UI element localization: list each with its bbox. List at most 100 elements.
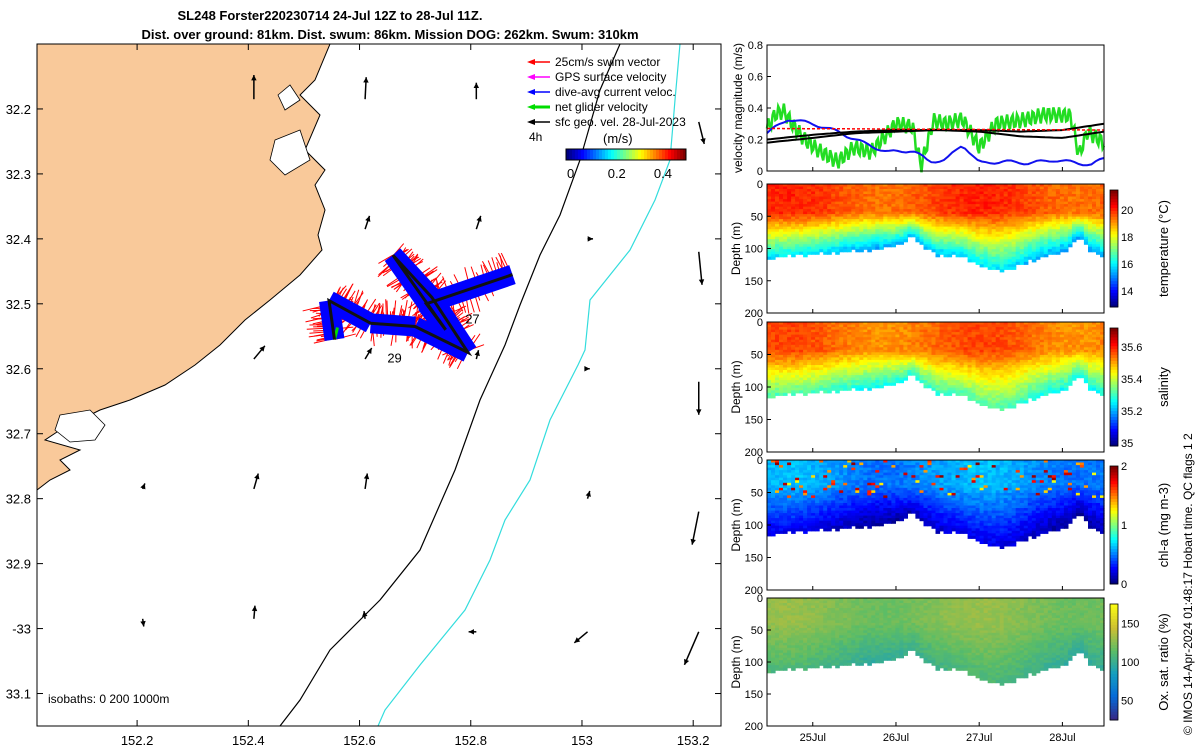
section-cell [895,241,900,245]
section-cell [787,251,792,255]
section-colorbar-segment [1110,277,1118,282]
section-cell [991,266,997,270]
section-colorbar-segment [1110,198,1118,203]
section-cell [919,241,925,245]
section-cell [875,246,880,250]
section-cell [1027,395,1033,399]
section-cell [883,244,888,248]
section-colorbar-segment [1110,225,1118,229]
section-cell [963,392,969,396]
section-colorbar-label: temperature (°C) [1156,200,1171,297]
section-cell [943,254,949,258]
section-colorbar-segment [1110,195,1118,200]
section-cell [1031,397,1037,401]
section-cell [811,390,816,394]
section-cell [911,234,916,238]
section-cell [823,251,828,255]
section-colorbar-segment [1110,280,1118,285]
section-cell [823,390,828,394]
section-cell [779,254,784,258]
section-cell [799,390,804,394]
section-cell [843,387,848,391]
section-cell [939,390,945,394]
velocity-y-tick-label: 0 [757,166,763,178]
section-cell [835,251,840,255]
section-cell [851,385,856,389]
section-cell [963,254,969,258]
section-cell [847,387,852,391]
section-colorbar-segment [1110,263,1118,267]
section-cell [995,405,1001,409]
section-cell [795,251,800,255]
section-cell [1096,251,1101,255]
section-colorbar-tick-label: 18 [1121,232,1133,244]
section-cell [1043,392,1049,396]
section-cell [791,392,796,396]
section-cell [803,392,808,396]
section-cell [807,390,812,394]
section-cell [831,387,836,391]
section-cell [959,254,965,258]
section-cell [1075,236,1081,240]
section-y-tick-label: 50 [751,211,763,223]
section-colorbar-segment [1110,292,1118,296]
coastline-land [37,44,331,491]
section-cell [867,249,872,253]
section-cell [899,380,904,384]
section-y-label: Depth (m) [729,222,743,275]
section-cell [827,390,832,394]
section-colorbar-segment [1110,271,1118,276]
section-cell [979,264,985,268]
section-cell [1067,244,1073,248]
section-cell [767,395,772,399]
section-colorbar-segment [1110,266,1118,270]
section-colorbar-segment [1110,274,1118,279]
section-cell [855,249,860,253]
section-cell [903,239,908,243]
section-cell [947,254,953,258]
section-cell [895,380,900,384]
section-cell [1003,266,1009,270]
section-cell [987,266,993,270]
section-cell [967,259,973,263]
section-colorbar-segment [1110,219,1118,223]
section-cell [1019,261,1025,265]
section-cell [931,387,937,391]
section-cell [915,377,920,381]
section-colorbar-segment [1110,216,1118,220]
section-colorbar-segment [1110,254,1118,258]
section-cell [923,246,929,250]
section-cell [1092,249,1097,253]
section-cell [951,390,957,394]
section-cell [859,387,864,391]
section-cell [875,385,880,389]
section-colorbar-segment [1110,192,1118,197]
section-y-tick-label: 150 [745,276,763,288]
section-cell [1003,405,1009,409]
section-cell [1023,400,1029,404]
section-cell [1059,249,1065,253]
section-cell [1007,405,1013,409]
section-cell [959,392,965,396]
section-cell [1063,249,1069,253]
section-cell [1015,261,1021,265]
section-cell [1047,390,1053,394]
section-cell [783,254,788,258]
section-cell [863,385,868,389]
section-cell [1079,236,1085,240]
section-colorbar-segment [1110,233,1118,238]
section-cell [999,269,1005,273]
section-colorbar-segment [1110,236,1118,241]
section-cell [1051,251,1057,255]
section-colorbar-segment [1110,210,1118,214]
section-cell [839,249,844,253]
velocity-y-tick-label: 0.8 [748,40,763,52]
section-cell [891,244,896,248]
section-cell [1047,251,1053,255]
section-colorbar-segment [1110,213,1118,217]
section-cell [915,239,920,243]
section-cell [907,234,912,238]
section-cell [1019,400,1025,404]
